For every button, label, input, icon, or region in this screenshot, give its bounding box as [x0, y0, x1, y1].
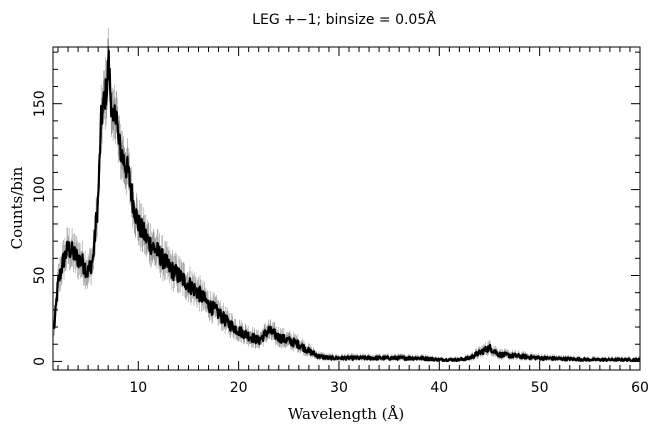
x-tick-label: 60	[631, 380, 649, 396]
x-tick-label: 40	[430, 380, 448, 396]
y-tick-label: 100	[32, 176, 48, 203]
plot-frame	[52, 46, 641, 371]
x-tick-label: 10	[129, 380, 147, 396]
x-tick-label: 50	[531, 380, 549, 396]
y-axis-ticks: 0 50 100 150	[32, 51, 640, 366]
x-axis-ticks: 10 20 30 40 50 60	[57, 47, 649, 396]
series-line	[52, 50, 641, 363]
x-axis-label: Wavelength (Å)	[288, 405, 404, 423]
chart-title: LEG +−1; binsize = 0.05Å	[252, 11, 436, 28]
x-tick-label: 20	[230, 380, 248, 396]
y-axis-label: Counts/bin	[8, 166, 26, 249]
y-tick-label: 150	[32, 90, 48, 117]
error-bars	[53, 28, 641, 362]
x-tick-label: 30	[330, 380, 348, 396]
y-tick-label: 50	[32, 267, 48, 285]
y-tick-label: 0	[32, 357, 48, 366]
